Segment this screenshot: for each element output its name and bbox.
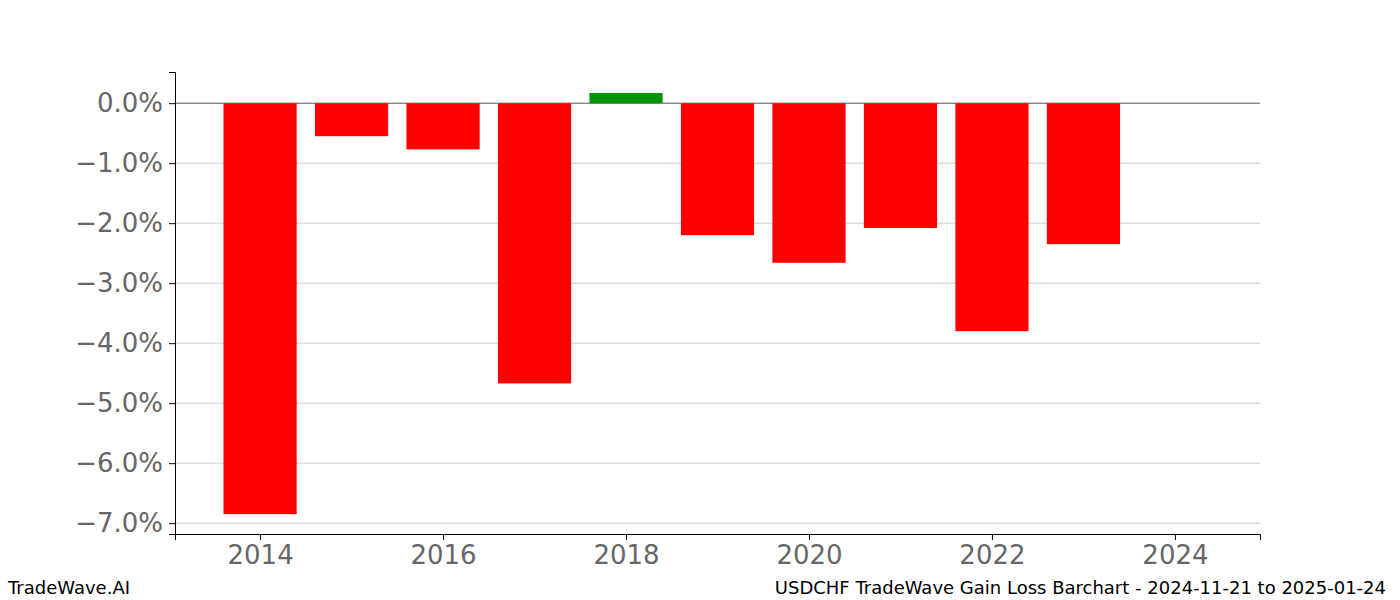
chart: 2014 2016 2018 2020 2022 2024 0.0% −1.0% −2.0% −3… [0,0,1400,600]
bar [498,103,571,383]
y-tick: −3.0% [75,268,175,298]
x-tick-mark [260,534,261,540]
x-tick: 2018 [593,534,659,570]
grid-line [175,343,1260,344]
x-tick-label: 2018 [593,540,659,570]
y-tick: −6.0% [75,448,175,478]
y-tick-label: −1.0% [75,148,163,178]
y-tick: −1.0% [75,148,175,178]
bar [589,93,662,103]
y-tick-mark [169,343,175,344]
bar [223,103,296,514]
x-tick: 2022 [959,534,1025,570]
plot: 2014 2016 2018 2020 2022 2024 0.0% −1.0% −2.0% −3… [75,73,1260,571]
y-tick-label: −7.0% [75,508,163,538]
x-tick: 2024 [1142,534,1208,570]
x-tick-mark [1175,534,1176,540]
title: USDCHF TradeWave Gain Loss Barchart - 20… [775,577,1386,598]
y-tick-mark [169,463,175,464]
x-axis: 2014 2016 2018 2020 2022 2024 [176,534,1261,570]
grid-line [175,523,1260,524]
x-tick-mark [443,534,444,540]
grid-line [175,283,1260,284]
bar [864,103,937,228]
y-tick-label: −3.0% [75,268,163,298]
y-tick-mark [169,523,175,524]
y-tick-label: 0.0% [97,88,163,118]
y-tick-mark [169,163,175,164]
x-tick-label: 2022 [959,540,1025,570]
x-axis-line [176,535,1261,541]
x-tick-label: 2016 [410,540,476,570]
bars [223,93,1120,514]
x-tick: 2020 [776,534,842,570]
x-tick-label: 2024 [1142,540,1208,570]
x-tick: 2014 [227,534,293,570]
bar [315,103,388,136]
y-tick-label: −4.0% [75,328,163,358]
y-tick: 0.0% [97,88,175,118]
y-tick-label: −5.0% [75,388,163,418]
y-tick-mark [169,223,175,224]
y-tick: −5.0% [75,388,175,418]
y-tick: −2.0% [75,208,175,238]
y-tick-label: −6.0% [75,448,163,478]
y-axis-line [169,73,176,535]
y-tick-mark [169,103,175,104]
brand: TradeWave.AI [7,577,130,598]
y-tick: −7.0% [75,508,175,538]
y-tick-mark [169,403,175,404]
bar [406,103,479,149]
x-tick-mark [626,534,627,540]
bar [955,103,1028,331]
bar [772,103,845,263]
y-tick: −4.0% [75,328,175,358]
x-tick-label: 2020 [776,540,842,570]
x-tick: 2016 [410,534,476,570]
grid-line [175,463,1260,464]
y-tick-label: −2.0% [75,208,163,238]
bar [681,103,754,235]
grid-line [175,403,1260,404]
x-tick-mark [992,534,993,540]
x-tick-mark [809,534,810,540]
bar [1047,103,1120,244]
grid [175,103,1260,523]
y-axis: 0.0% −1.0% −2.0% −3.0% −4.0% −5.0% −6.0% −7.0% [75,73,175,539]
x-tick-label: 2014 [227,540,293,570]
y-tick-mark [169,283,175,284]
